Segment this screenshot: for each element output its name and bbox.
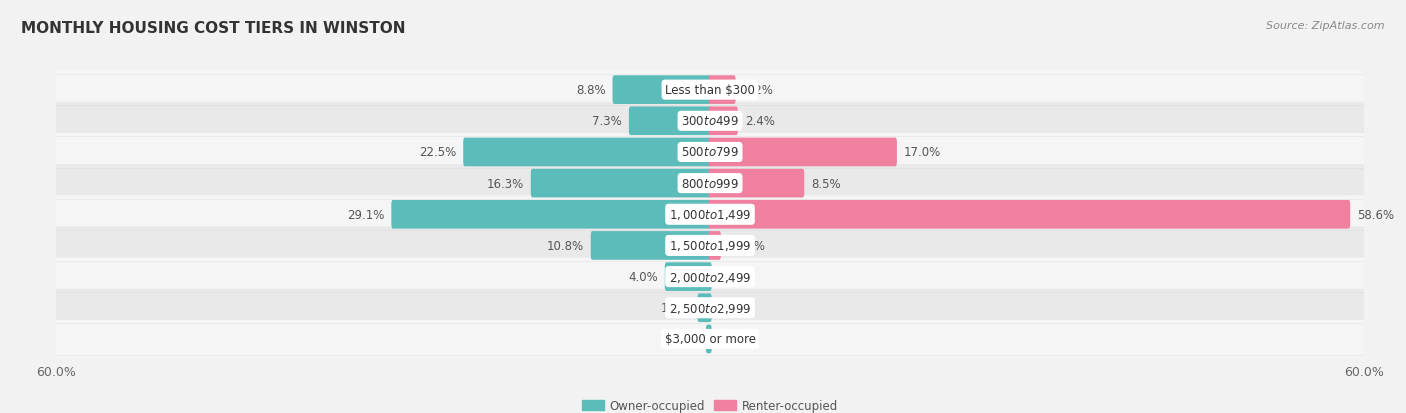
FancyBboxPatch shape xyxy=(55,227,1365,265)
FancyBboxPatch shape xyxy=(55,102,1365,140)
Text: 0.0%: 0.0% xyxy=(718,332,748,346)
Text: $500 to $799: $500 to $799 xyxy=(681,146,740,159)
FancyBboxPatch shape xyxy=(709,169,804,198)
FancyBboxPatch shape xyxy=(709,107,738,136)
FancyBboxPatch shape xyxy=(55,134,1365,171)
Text: 22.5%: 22.5% xyxy=(419,146,456,159)
Text: $2,500 to $2,999: $2,500 to $2,999 xyxy=(669,301,751,315)
FancyBboxPatch shape xyxy=(55,196,1365,234)
Text: Source: ZipAtlas.com: Source: ZipAtlas.com xyxy=(1267,21,1385,31)
FancyBboxPatch shape xyxy=(55,320,1365,358)
Text: $300 to $499: $300 to $499 xyxy=(681,115,740,128)
Text: 4.0%: 4.0% xyxy=(628,271,658,283)
Text: $800 to $999: $800 to $999 xyxy=(681,177,740,190)
Text: 0.0%: 0.0% xyxy=(718,271,748,283)
Text: $2,000 to $2,499: $2,000 to $2,499 xyxy=(669,270,751,284)
Legend: Owner-occupied, Renter-occupied: Owner-occupied, Renter-occupied xyxy=(578,395,842,413)
FancyBboxPatch shape xyxy=(665,263,711,291)
Text: 0.85%: 0.85% xyxy=(728,240,765,252)
FancyBboxPatch shape xyxy=(55,165,1365,203)
Text: 2.4%: 2.4% xyxy=(745,115,775,128)
FancyBboxPatch shape xyxy=(628,107,711,136)
Text: 10.8%: 10.8% xyxy=(547,240,583,252)
FancyBboxPatch shape xyxy=(709,232,721,260)
Text: 17.0%: 17.0% xyxy=(904,146,941,159)
Text: 0.0%: 0.0% xyxy=(718,301,748,315)
FancyBboxPatch shape xyxy=(55,71,1365,109)
Text: 0.23%: 0.23% xyxy=(662,332,699,346)
Text: 58.6%: 58.6% xyxy=(1357,208,1395,221)
Text: 2.2%: 2.2% xyxy=(742,84,772,97)
Text: Less than $300: Less than $300 xyxy=(665,84,755,97)
FancyBboxPatch shape xyxy=(697,294,711,322)
Text: $3,000 or more: $3,000 or more xyxy=(665,332,755,346)
FancyBboxPatch shape xyxy=(709,76,735,105)
FancyBboxPatch shape xyxy=(391,200,711,229)
Text: MONTHLY HOUSING COST TIERS IN WINSTON: MONTHLY HOUSING COST TIERS IN WINSTON xyxy=(21,21,405,36)
FancyBboxPatch shape xyxy=(55,289,1365,327)
FancyBboxPatch shape xyxy=(463,138,711,167)
FancyBboxPatch shape xyxy=(55,258,1365,296)
Text: 29.1%: 29.1% xyxy=(347,208,384,221)
Text: $1,500 to $1,999: $1,500 to $1,999 xyxy=(669,239,751,253)
FancyBboxPatch shape xyxy=(709,138,897,167)
Text: 16.3%: 16.3% xyxy=(486,177,523,190)
Text: 1.0%: 1.0% xyxy=(661,301,690,315)
FancyBboxPatch shape xyxy=(531,169,711,198)
Text: 8.8%: 8.8% xyxy=(576,84,606,97)
FancyBboxPatch shape xyxy=(613,76,711,105)
FancyBboxPatch shape xyxy=(709,200,1350,229)
FancyBboxPatch shape xyxy=(706,325,711,354)
FancyBboxPatch shape xyxy=(591,232,711,260)
Text: $1,000 to $1,499: $1,000 to $1,499 xyxy=(669,208,751,222)
Text: 7.3%: 7.3% xyxy=(592,115,621,128)
Text: 8.5%: 8.5% xyxy=(811,177,841,190)
